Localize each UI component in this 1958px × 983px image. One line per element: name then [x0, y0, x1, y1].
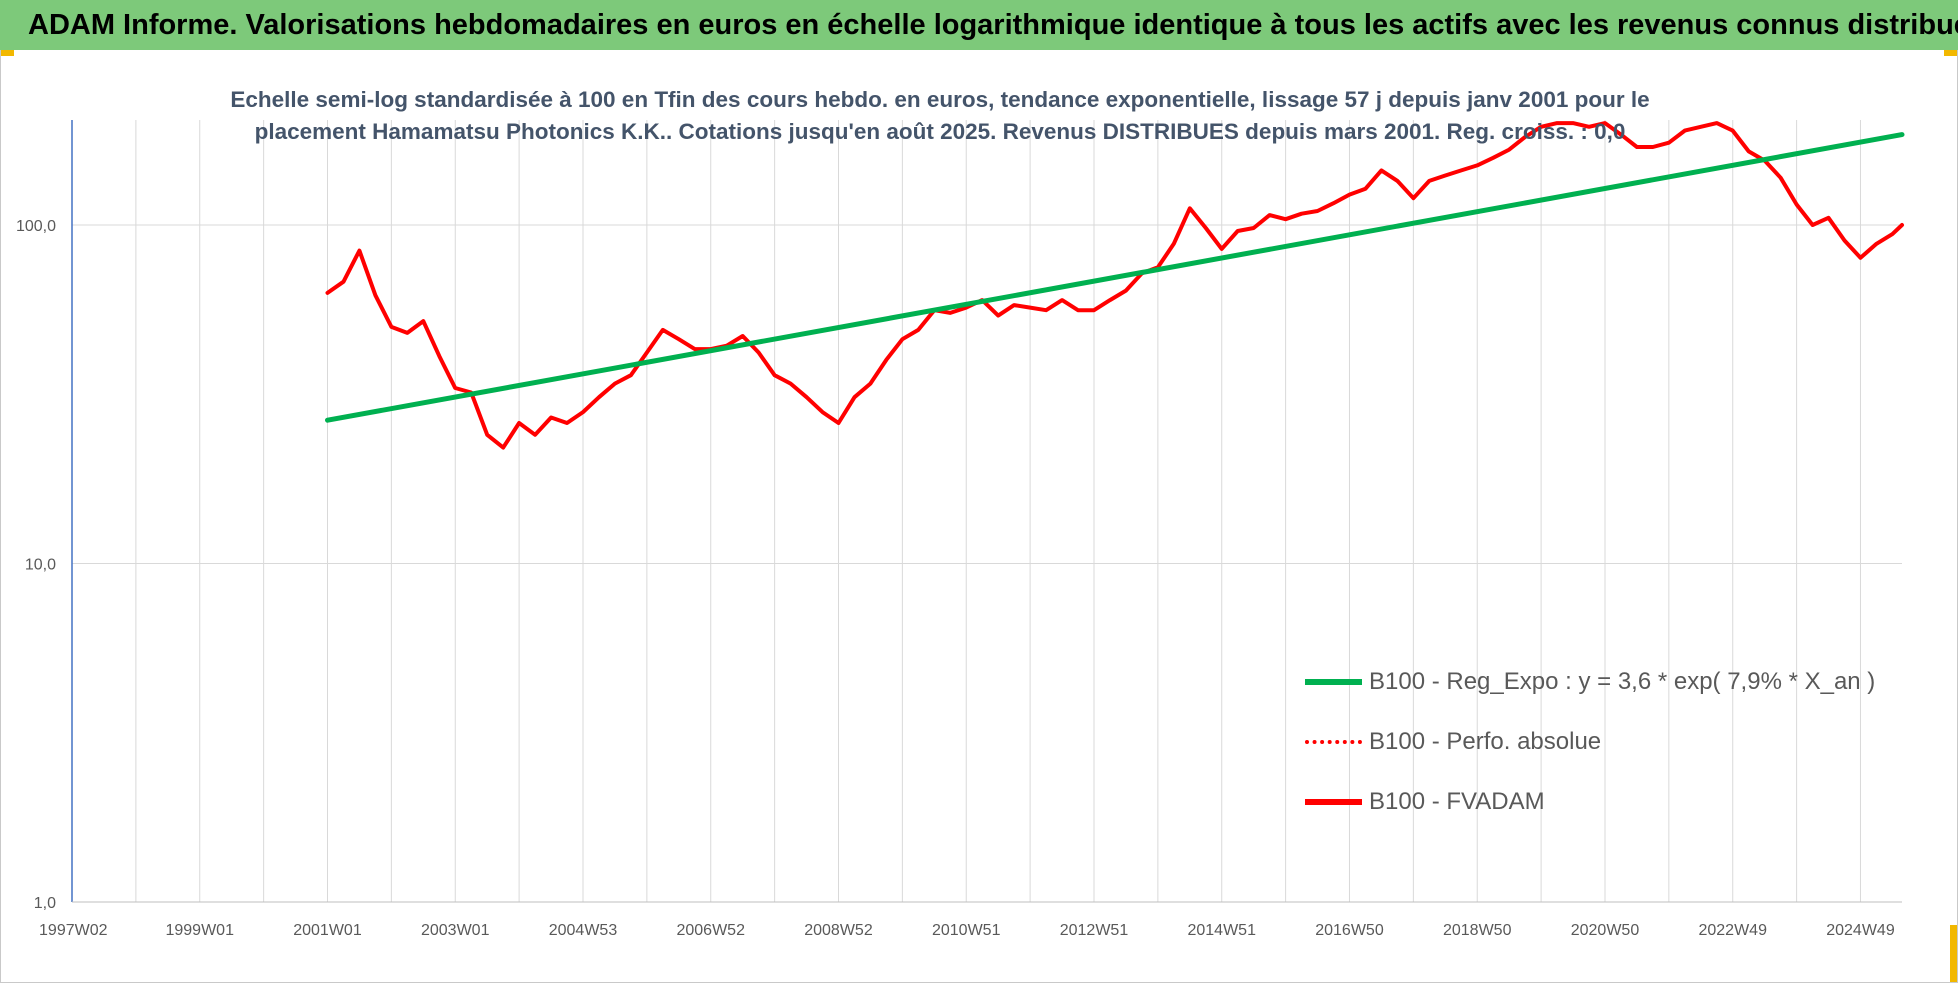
chart-title: Echelle semi-log standardisée à 100 en T…	[230, 87, 1650, 144]
y-tick-label: 1,0	[34, 895, 56, 912]
legend-item-regression: B100 - Reg_Expo : y = 3,6 * exp( 7,9% * …	[1305, 652, 1875, 712]
series-line-perfo-absolue	[326, 122, 1903, 449]
x-tick-label: 2012W51	[1060, 922, 1129, 939]
legend-item-fvadam: B100 - FVADAM	[1305, 772, 1875, 832]
tick-labels: 1,0 10,0 100,0 1997W02 1999W01 2001W01 2003W01…	[16, 218, 1895, 939]
x-tick-label: 2024W49	[1826, 922, 1895, 939]
x-tick-label: 2022W49	[1698, 922, 1767, 939]
x-tick-label: 2003W01	[421, 922, 490, 939]
x-tick-label: 2008W52	[804, 922, 873, 939]
x-tick-label: 2004W53	[549, 922, 618, 939]
x-tick-label: 2010W51	[932, 922, 1001, 939]
series-line-regression	[325, 132, 1905, 423]
x-tick-label: 2020W50	[1571, 922, 1640, 939]
axes	[71, 120, 1902, 903]
corner-accent-top-right	[1944, 50, 1958, 56]
y-tick-label: 10,0	[25, 557, 56, 574]
corner-accent-top-left	[0, 50, 14, 56]
legend-label-fvadam: B100 - FVADAM	[1369, 788, 1545, 815]
y-tick-label: 100,0	[16, 218, 56, 235]
x-tick-label: 2006W52	[676, 922, 745, 939]
report-title: ADAM Informe. Valorisations hebdomadaire…	[28, 8, 1958, 41]
report-title-banner: ADAM Informe. Valorisations hebdomadaire…	[0, 0, 1958, 50]
legend-item-perfo-absolue: B100 - Perfo. absolue	[1305, 712, 1875, 772]
corner-accent-bottom-right	[1950, 925, 1958, 983]
chart-legend: B100 - Reg_Expo : y = 3,6 * exp( 7,9% * …	[1305, 652, 1875, 832]
x-tick-label: 2001W01	[293, 922, 362, 939]
legend-label-perfo-absolue: B100 - Perfo. absolue	[1369, 728, 1602, 755]
x-tick-label: 2016W50	[1315, 922, 1384, 939]
x-tick-label: 2018W50	[1443, 922, 1512, 939]
legend-swatch-fvadam	[1305, 799, 1362, 805]
legend-label-regression: B100 - Reg_Expo : y = 3,6 * exp( 7,9% * …	[1369, 668, 1876, 695]
x-tick-label: 2014W51	[1187, 922, 1256, 939]
data-series	[325, 121, 1905, 450]
legend-swatch-perfo-absolue	[1305, 740, 1362, 744]
series-line-fvadam	[325, 121, 1904, 450]
legend-swatch-regression	[1305, 679, 1362, 685]
x-tick-label: 1997W02	[39, 922, 108, 939]
x-tick-label: 1999W01	[165, 922, 234, 939]
